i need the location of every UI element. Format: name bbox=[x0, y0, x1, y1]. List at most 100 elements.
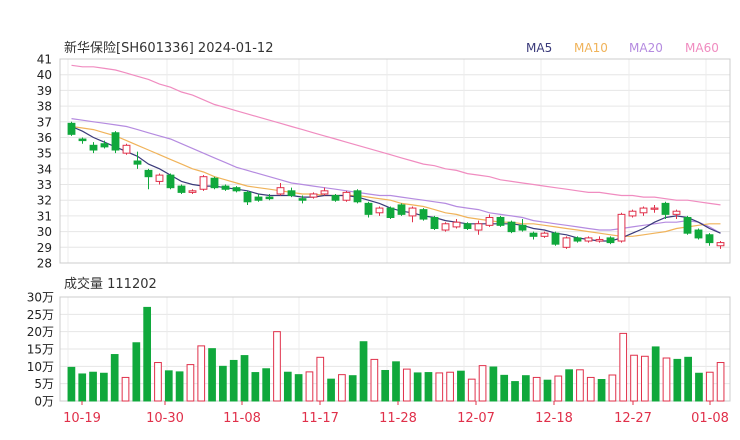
candle-body bbox=[265, 196, 274, 200]
volume-bar bbox=[273, 331, 281, 402]
ma60-line bbox=[71, 64, 721, 206]
candle-body bbox=[254, 196, 263, 201]
volume-bar bbox=[208, 348, 216, 402]
volume-bar bbox=[565, 369, 573, 402]
candle-body bbox=[551, 232, 560, 245]
volume-bar bbox=[132, 342, 141, 402]
volume-bar bbox=[576, 369, 584, 402]
price-tick-label: 28 bbox=[37, 257, 52, 271]
candle-body bbox=[683, 216, 692, 234]
candle-body bbox=[298, 198, 307, 201]
volume-bar bbox=[695, 372, 703, 402]
volume-bar bbox=[554, 375, 563, 402]
price-tick-label: 33 bbox=[37, 178, 52, 192]
candle-body bbox=[342, 191, 351, 201]
candle-body bbox=[628, 210, 637, 217]
volume-bar bbox=[511, 381, 519, 402]
volume-bar bbox=[532, 376, 541, 402]
volume-bar bbox=[100, 372, 108, 402]
volume-bar bbox=[381, 369, 390, 402]
volume-title: 成交量 111202 bbox=[64, 276, 157, 292]
candle-body bbox=[716, 242, 725, 247]
candle-body bbox=[661, 202, 670, 215]
x-tick-label: 10-30 bbox=[146, 411, 184, 426]
volume-bar bbox=[110, 354, 119, 402]
volume-bar bbox=[262, 368, 271, 402]
volume-bar bbox=[392, 361, 400, 402]
candle-body bbox=[562, 237, 571, 248]
volume-bar bbox=[467, 378, 476, 402]
candle-body bbox=[100, 143, 109, 148]
price-tick-label: 32 bbox=[37, 194, 52, 208]
candle-body bbox=[430, 216, 439, 229]
x-tick-label: 11-08 bbox=[223, 411, 261, 426]
x-axis: 10-19 10-30 11-08 11-17 11-28 12-07 12-18 12-27… bbox=[63, 401, 729, 426]
candle-body bbox=[694, 229, 703, 239]
price-tick-label: 36 bbox=[37, 131, 52, 145]
ma10-line bbox=[71, 125, 721, 237]
candle-body bbox=[276, 187, 285, 195]
candle-body bbox=[155, 174, 164, 182]
x-tick-label: 12-18 bbox=[535, 411, 573, 426]
volume-bar bbox=[684, 356, 692, 402]
volume-bar bbox=[89, 371, 97, 402]
volume-bar bbox=[457, 370, 465, 402]
volume-bar bbox=[164, 370, 173, 402]
volume-bar bbox=[197, 345, 206, 402]
volume-tick-label: 25万 bbox=[27, 308, 54, 322]
volume-bar bbox=[586, 376, 595, 402]
candle-body bbox=[309, 193, 318, 198]
candle-body bbox=[364, 202, 373, 215]
candle-body bbox=[144, 169, 153, 178]
volume-bar bbox=[359, 341, 368, 402]
volume-bar bbox=[424, 372, 433, 402]
candle-body bbox=[705, 234, 714, 244]
price-tick-label: 34 bbox=[37, 162, 52, 176]
candle-body bbox=[386, 207, 395, 218]
volume-bar bbox=[240, 355, 249, 402]
x-tick-label: 12-07 bbox=[457, 411, 495, 426]
volume-tick-label: 30万 bbox=[27, 291, 54, 305]
volume-bar bbox=[489, 366, 498, 402]
volume-bar bbox=[316, 356, 325, 402]
candle-body bbox=[133, 160, 142, 165]
volume-bar bbox=[229, 359, 238, 402]
candle-body bbox=[474, 223, 483, 231]
candle-body bbox=[617, 213, 626, 242]
volume-bar bbox=[446, 371, 454, 402]
price-tick-label: 31 bbox=[37, 209, 52, 223]
volume-bar bbox=[478, 365, 487, 402]
candle-body bbox=[243, 191, 252, 203]
price-tick-label: 38 bbox=[37, 100, 52, 114]
candle-body bbox=[89, 144, 98, 151]
x-tick-label: 12-27 bbox=[614, 411, 652, 426]
volume-bar bbox=[348, 375, 357, 402]
volume-bar bbox=[673, 358, 682, 402]
volume-bar bbox=[608, 374, 617, 402]
volume-bar bbox=[640, 355, 649, 402]
candle-body bbox=[639, 207, 648, 214]
candle-body bbox=[166, 174, 175, 189]
candle-body bbox=[353, 190, 362, 203]
price-frame bbox=[59, 58, 731, 264]
candle-body bbox=[210, 177, 219, 189]
price-tick-label: 29 bbox=[37, 241, 52, 255]
candle-body bbox=[496, 216, 505, 226]
volume-tick-label: 15万 bbox=[27, 343, 54, 357]
price-tick-label: 40 bbox=[37, 68, 52, 82]
candle-body bbox=[573, 237, 582, 242]
volume-tick-label: 5万 bbox=[34, 377, 54, 391]
candle-body bbox=[78, 138, 87, 142]
volume-tick-label: 10万 bbox=[27, 360, 54, 374]
candle-body bbox=[122, 144, 131, 154]
candle-body bbox=[397, 204, 406, 215]
volume-bar bbox=[413, 372, 422, 402]
candle-body bbox=[331, 195, 340, 201]
volume-bar bbox=[370, 358, 379, 402]
ma-legend-label: MA5 bbox=[526, 41, 552, 55]
price-tick-label: 30 bbox=[37, 225, 52, 239]
volume-bar bbox=[219, 365, 227, 402]
ma20-line bbox=[71, 118, 721, 234]
volume-bar bbox=[402, 368, 411, 402]
